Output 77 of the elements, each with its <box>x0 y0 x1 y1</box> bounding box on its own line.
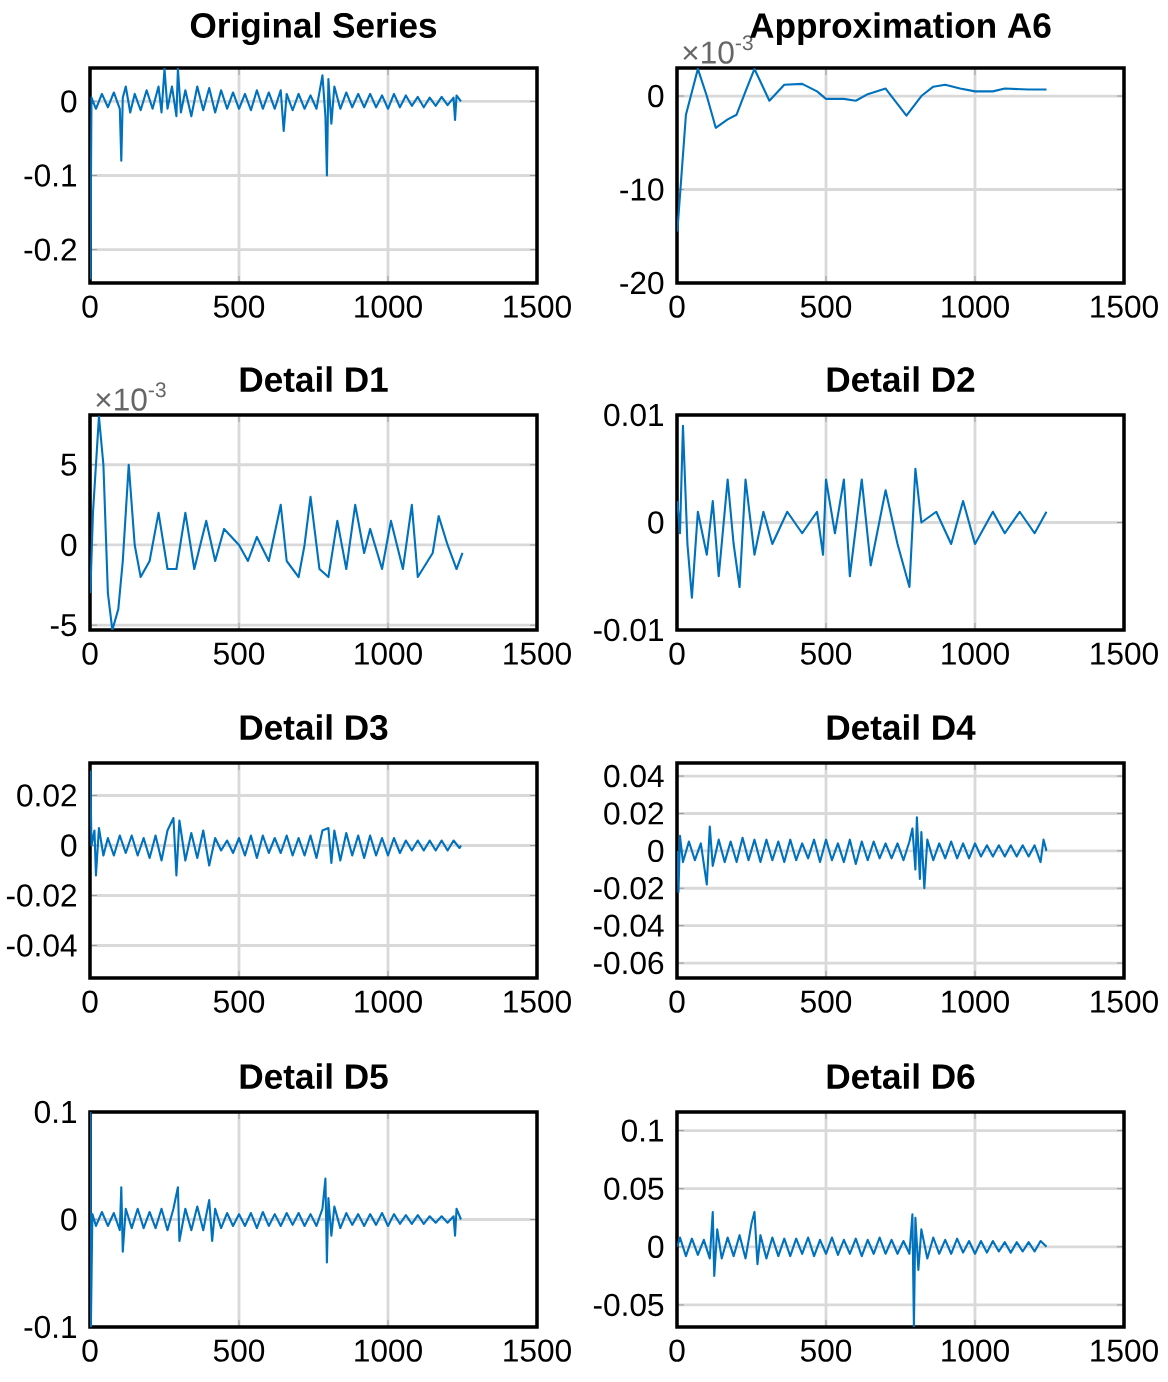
line-series <box>677 816 1048 894</box>
line-series <box>90 769 463 877</box>
x-tick-label: 0 <box>669 642 685 665</box>
y-tick-label: -0.05 <box>593 1293 664 1317</box>
y-tick-label: 0 <box>61 533 77 557</box>
y-tick-label: -0.2 <box>24 238 76 261</box>
y-tick-label: -0.01 <box>593 618 664 642</box>
y-tick-label: -0.06 <box>593 951 664 975</box>
y-tick-label: -10 <box>620 178 664 201</box>
x-tick-label: 500 <box>213 295 265 318</box>
x-tick-label: 0 <box>669 990 685 1013</box>
y-tick-label: -0.02 <box>593 877 663 900</box>
x-tick-label: 0 <box>82 990 98 1013</box>
y-tick-label: -20 <box>620 271 664 295</box>
x-tick-label: 0 <box>669 295 685 318</box>
x-tick-label: 1500 <box>504 642 571 665</box>
x-tick-label: 0 <box>82 295 98 318</box>
x-tick-label: 1500 <box>1091 295 1158 318</box>
x-tick-label: 500 <box>213 990 265 1013</box>
x-tick-label: 1500 <box>504 990 571 1013</box>
x-tick-label: 1500 <box>504 295 571 318</box>
line-series <box>677 1210 1048 1327</box>
chart-title: Original Series <box>190 12 437 46</box>
x-tick-label: 1000 <box>355 1339 422 1362</box>
x-tick-label: 0 <box>82 642 98 665</box>
y-tick-label: 0 <box>648 84 664 108</box>
x-tick-label: 500 <box>800 642 852 665</box>
y-tick-label: 0 <box>648 511 664 534</box>
line-series <box>90 1112 463 1327</box>
chart-title: Detail D5 <box>240 1063 388 1090</box>
y-tick-label: -0.1 <box>24 164 77 187</box>
chart-title: Detail D6 <box>827 1063 975 1090</box>
y-tick-label: 0 <box>648 1235 664 1259</box>
line-series <box>677 424 1048 599</box>
y-tick-label: 0.1 <box>34 1100 77 1124</box>
y-tick-label: 0 <box>61 1208 77 1231</box>
y-tick-label: 0 <box>61 834 77 857</box>
y-tick-label: 5 <box>61 453 77 476</box>
chart-title: Detail D3 <box>240 714 388 741</box>
y-tick-label: -5 <box>50 614 77 637</box>
x-tick-label: 500 <box>213 642 265 665</box>
y-tick-label: 0 <box>61 90 77 113</box>
x-tick-label: 1000 <box>942 295 1009 318</box>
x-tick-label: 1000 <box>942 990 1009 1013</box>
y-tick-label: -0.04 <box>593 914 664 937</box>
x-tick-label: 1500 <box>504 1339 571 1362</box>
x-tick-label: 1500 <box>1091 1339 1158 1362</box>
x-tick-label: 0 <box>82 1339 98 1362</box>
y-tick-label: 0.01 <box>604 403 664 427</box>
x-tick-label: 500 <box>800 295 852 318</box>
text: ×10$^{-3}$ <box>96 382 166 411</box>
y-tick-label: -0.04 <box>6 934 77 957</box>
y-tick-label: 0.04 <box>604 764 664 788</box>
x-tick-label: 1000 <box>942 1339 1009 1362</box>
x-tick-label: 1500 <box>1091 642 1158 665</box>
line-series <box>90 415 464 630</box>
chart-title: Detail D1 <box>240 366 388 393</box>
chart-title: Detail D4 <box>827 714 976 741</box>
x-tick-label: 500 <box>213 1339 265 1362</box>
y-tick-label: 0 <box>648 839 664 863</box>
y-tick-label: 0.05 <box>604 1177 664 1200</box>
line-series <box>677 68 1048 233</box>
x-tick-label: 1000 <box>355 295 422 318</box>
x-tick-label: 1000 <box>355 642 422 665</box>
y-tick-label: -0.02 <box>6 884 76 907</box>
line-series <box>90 68 463 281</box>
y-tick-label: 0.02 <box>604 802 663 825</box>
x-tick-label: 1000 <box>942 642 1009 665</box>
y-tick-label: 0.1 <box>621 1119 664 1142</box>
x-tick-label: 500 <box>800 990 852 1013</box>
y-tick-label: 0.02 <box>17 784 76 807</box>
x-tick-label: 0 <box>669 1339 685 1362</box>
x-tick-label: 500 <box>800 1339 852 1362</box>
x-tick-label: 1000 <box>355 990 422 1013</box>
x-tick-label: 1500 <box>1091 990 1158 1013</box>
y-tick-label: -0.1 <box>24 1315 77 1339</box>
chart-title: Detail D2 <box>827 366 975 393</box>
